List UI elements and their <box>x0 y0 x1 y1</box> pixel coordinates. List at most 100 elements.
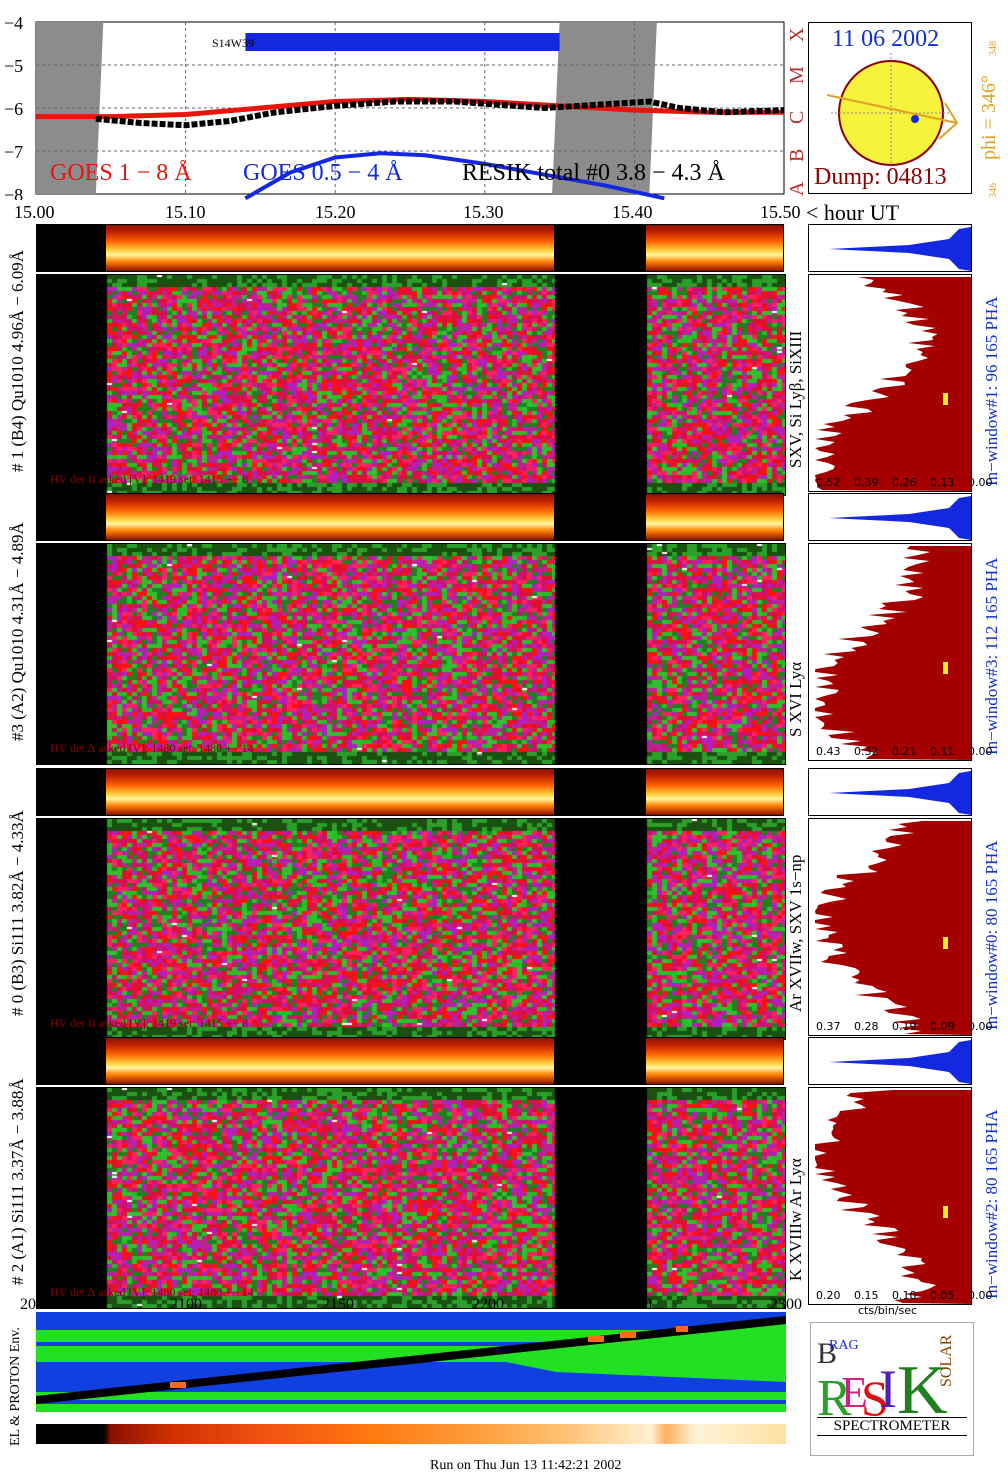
spectrum-tick-label: 0.28 <box>854 1020 879 1033</box>
sun-disk-svg <box>826 53 959 173</box>
dump-label: Dump: 04813 <box>814 164 947 190</box>
spectral-line-label: K XVIIIw Ar Lyα <box>786 1158 805 1281</box>
data-gap <box>554 224 646 272</box>
env-plot <box>35 1312 787 1412</box>
class-x: X <box>786 27 808 42</box>
time-profile-strip <box>36 1037 784 1085</box>
in-window-label: In−window#3: 112 165 PHA <box>982 557 1001 755</box>
env-tick-label: 2300 <box>770 1296 802 1313</box>
env-tick-label: 2100 <box>170 1296 202 1313</box>
spectrum-tick-label: 0.00 <box>968 1289 993 1302</box>
window-marker <box>943 1206 948 1218</box>
goes-plot: −4 −5 −6 −7 −8 <box>0 0 800 205</box>
in-window-label: In−window#2: 80 165 PHA <box>982 1109 1001 1299</box>
class-c: C <box>786 110 808 124</box>
env-label: EL & PROTON Env. <box>8 1327 23 1446</box>
svg-text:SOLAR: SOLAR <box>938 1334 955 1387</box>
spectrum-tick-label: 0.09 <box>930 1020 955 1033</box>
flare-class-letters: X M C B A <box>786 22 808 196</box>
svg-text:E: E <box>841 1368 868 1417</box>
spectrum-shape <box>815 1090 971 1304</box>
time-tick-label: 15.10 <box>165 202 206 222</box>
svg-text:S: S <box>861 1370 889 1426</box>
time-profile-strip <box>36 768 784 816</box>
in-window-label: In−window#1: 96 165 PHA <box>982 296 1001 486</box>
pha-shape <box>829 496 971 540</box>
spectrum-tick-label: 0.00 <box>968 1020 993 1033</box>
env-tick-label: 2250 <box>620 1296 652 1313</box>
time-profile-strip <box>36 224 784 272</box>
svg-text:I: I <box>879 1359 897 1419</box>
spectrum-tick-label: 0.37 <box>816 1020 841 1033</box>
env-tick-label: 2150 <box>322 1296 354 1313</box>
resik-total-label: RESIK total #0 3.8 − 4.3 Å <box>462 160 725 186</box>
region-label: S14W39 <box>212 36 254 50</box>
spectral-line-label: S XVI Lyα <box>786 661 805 737</box>
svg-text:RAG: RAG <box>829 1338 859 1353</box>
data-gap <box>36 493 106 541</box>
series-line <box>244 151 665 201</box>
spectrum-shape <box>815 277 971 491</box>
spectrum-tick-label: 0.10 <box>892 1289 917 1302</box>
goes-long-label: GOES 1 − 8 Å <box>50 160 192 186</box>
spectrogram-heatmap <box>36 543 786 765</box>
spectrum-tick-label: 0.52 <box>816 476 841 489</box>
detector-ylabel: #3 (A2) Qu1010 4.31Å − 4.89Å <box>8 522 27 741</box>
window-marker <box>943 662 948 674</box>
line-spectrum <box>808 543 972 761</box>
svg-text:K: K <box>897 1352 948 1429</box>
detector-panel: # 1 (B4) Qu1010 4.96Å − 6.09Å HV det B as… <box>0 224 1008 496</box>
line-spectrum <box>808 818 972 1036</box>
time-unit-label: < hour UT <box>806 200 900 225</box>
env-svg <box>35 1312 787 1412</box>
detector-panel: # 0 (B3) Si111 3.82Å − 4.33Å HV det B ask… <box>0 768 1008 1040</box>
y-tick-label: −7 <box>4 142 23 162</box>
time-tick-label: 15.20 <box>315 202 356 222</box>
spectrum-tick-label: 0.26 <box>892 476 917 489</box>
spectrogram-heatmap <box>36 818 786 1040</box>
detector-ylabel: # 2 (A1) Si111 3.37Å − 3.88Å <box>8 1078 27 1285</box>
date-label: 11 06 2002 <box>832 26 940 52</box>
goes-short-label: GOES 0.5 − 4 Å <box>243 160 403 186</box>
time-tick-label: 15.50 <box>760 202 801 222</box>
class-b: B <box>786 148 808 162</box>
data-gap <box>36 224 106 272</box>
spectrum-tick-label: 0.15 <box>854 1289 879 1302</box>
time-tick-label: 15.40 <box>612 202 653 222</box>
spectrum-tick-label: 0.00 <box>968 476 993 489</box>
y-tick-label: −5 <box>4 56 23 76</box>
spectrum-tick-label: 0.32 <box>854 745 879 758</box>
y-tick-label: −8 <box>4 185 23 200</box>
env-tick-label: 2200 <box>472 1296 504 1313</box>
spectrum-xlabel: cts/bin/sec <box>858 1304 918 1317</box>
spectrum-shape <box>815 546 971 760</box>
data-gap <box>554 493 646 541</box>
hv-label: HV det B asked [V]: 1419 set: 1415 +− 8 <box>50 1016 249 1030</box>
window-marker <box>943 937 948 949</box>
detector-ylabel: # 1 (B4) Qu1010 4.96Å − 6.09Å <box>8 249 27 472</box>
sun-panel <box>808 22 972 194</box>
hv-label: HV det A asked [V]: 1480 set: 1480 +− 14 <box>50 1285 254 1299</box>
spectrum-tick-label: 0.05 <box>930 1289 955 1302</box>
time-profile-strip <box>36 493 784 541</box>
phi-small-bottom: 346 <box>988 183 999 198</box>
data-gap <box>36 1037 106 1085</box>
env-ticks: 2050 2100 2150 2200 2250 2300 <box>0 1296 802 1316</box>
hv-label: HV det A asked [V]: 1480 set: 1480 +− 14 <box>50 741 254 755</box>
time-tick-label: 15.30 <box>463 202 504 222</box>
logo-caption: SPECTROMETER <box>817 1417 967 1436</box>
spectral-line-label: SXV, Si Lyβ, SiXIII <box>786 330 805 468</box>
in-window-label: In−window#0: 80 165 PHA <box>982 840 1001 1030</box>
data-gap <box>36 768 106 816</box>
series-line <box>95 98 785 129</box>
window-marker <box>943 393 948 405</box>
line-spectrum <box>808 274 972 492</box>
pha-histogram <box>808 1037 972 1085</box>
pha-shape <box>829 227 971 271</box>
pha-histogram <box>808 493 972 541</box>
spectrum-tick-label: 0.39 <box>854 476 879 489</box>
spectrum-tick-label: 0.13 <box>930 476 955 489</box>
pha-shape <box>829 1040 971 1084</box>
spectrum-tick-label: 0.11 <box>930 745 955 758</box>
data-gap <box>554 768 646 816</box>
